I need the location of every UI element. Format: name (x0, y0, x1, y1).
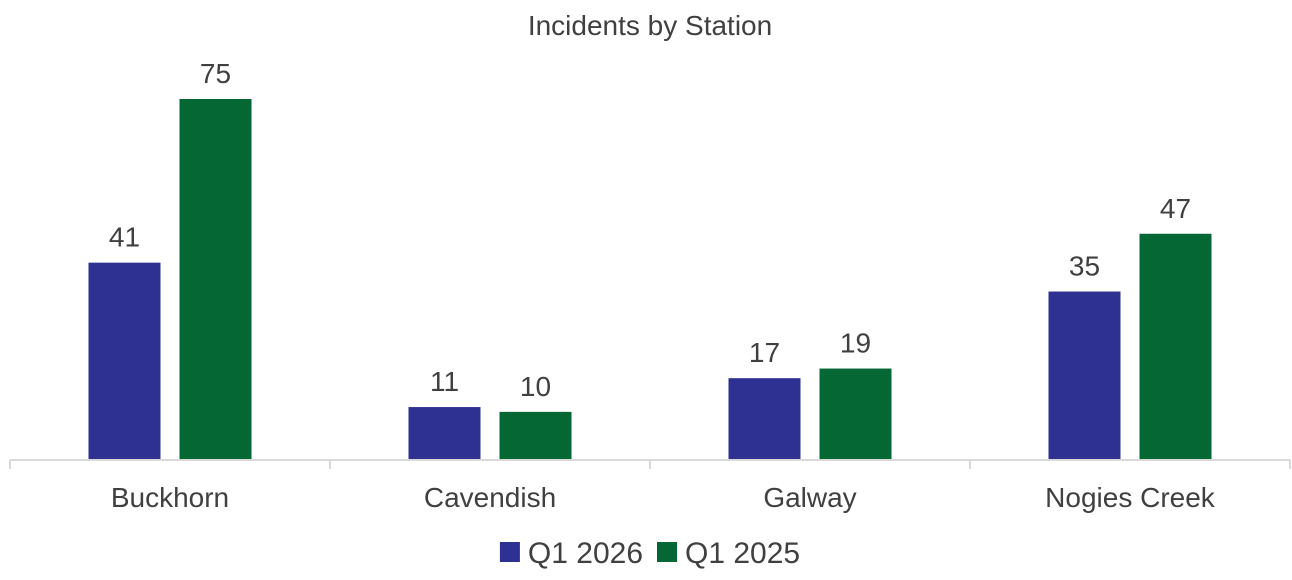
data-label-buckhorn-q1-2026: 41 (109, 222, 140, 253)
data-label-cavendish-q1-2025: 10 (520, 371, 551, 402)
data-label-nogies-creek-q1-2025: 47 (1160, 193, 1191, 224)
data-label-nogies-creek-q1-2026: 35 (1069, 251, 1100, 282)
data-label-buckhorn-q1-2025: 75 (200, 58, 231, 89)
bars-layer (88, 99, 1212, 460)
x-tick-label-cavendish: Cavendish (424, 482, 556, 513)
data-labels-layer: 41 75 11 10 17 19 35 47 (109, 58, 1191, 402)
bar-galway-q1-2025 (819, 368, 892, 460)
x-tick-label-nogies-creek: Nogies Creek (1045, 482, 1216, 513)
x-tick-label-buckhorn: Buckhorn (111, 482, 229, 513)
bar-nogies-creek-q1-2026 (1048, 291, 1121, 460)
legend-swatch-q1-2025 (657, 542, 677, 562)
bar-cavendish-q1-2025 (499, 411, 572, 460)
legend-label-q1-2026: Q1 2026 (528, 537, 643, 570)
legend-swatch-q1-2026 (499, 542, 520, 562)
data-label-galway-q1-2026: 17 (749, 337, 780, 368)
bar-cavendish-q1-2026 (408, 407, 481, 460)
x-tick-label-galway: Galway (763, 482, 856, 513)
data-label-galway-q1-2025: 19 (840, 328, 871, 359)
bar-buckhorn-q1-2025 (179, 99, 252, 460)
legend: Q1 2026 Q1 2025 (499, 537, 800, 570)
bar-buckhorn-q1-2026 (88, 262, 161, 460)
chart-title: Incidents by Station (528, 10, 772, 41)
data-label-cavendish-q1-2026: 11 (430, 366, 459, 397)
legend-label-q1-2025: Q1 2025 (685, 537, 800, 570)
bar-nogies-creek-q1-2025 (1139, 233, 1212, 460)
x-axis: Buckhorn Cavendish Galway Nogies Creek (9, 459, 1291, 513)
bar-galway-q1-2026 (728, 378, 801, 460)
